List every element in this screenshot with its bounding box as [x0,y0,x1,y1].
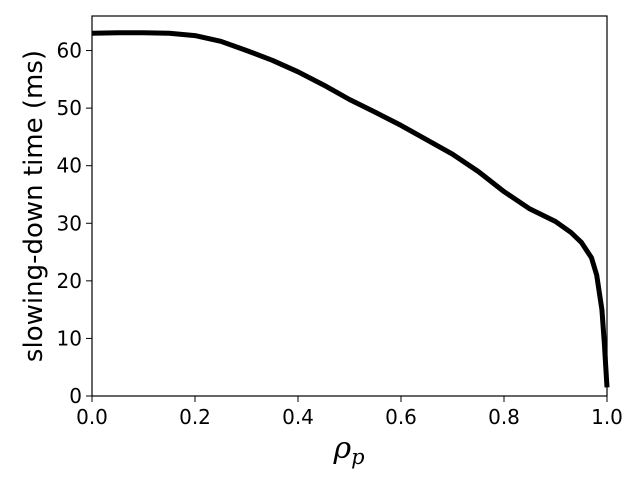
y-tick-label: 30 [57,211,82,235]
x-tick-label: 1.0 [591,405,623,429]
y-tick-label: 0 [69,384,82,408]
x-tick-label: 0.8 [488,405,520,429]
y-tick-label: 50 [57,96,82,120]
x-axis-label-subscript: p [351,445,364,469]
y-tick-label: 20 [57,269,82,293]
y-tick-label: 40 [57,154,82,178]
series-line [91,30,610,388]
x-axis-ticks: 0.0 0.2 0.4 0.6 0.8 1.0 [76,396,623,429]
y-axis-label: slowing-down time (ms) [19,50,49,362]
x-tick-label: 0.4 [282,405,314,429]
y-tick-label: 60 [57,39,82,63]
x-tick-label: 0.6 [385,405,417,429]
y-axis-ticks: 0 10 20 30 40 50 60 [57,39,92,408]
x-axis-label-main: ρ [332,431,351,466]
x-tick-label: 0.2 [179,405,211,429]
y-tick-label: 10 [57,326,82,350]
x-axis-label: ρp [332,431,364,469]
x-tick-label: 0.0 [76,405,108,429]
plot-frame [91,15,608,397]
